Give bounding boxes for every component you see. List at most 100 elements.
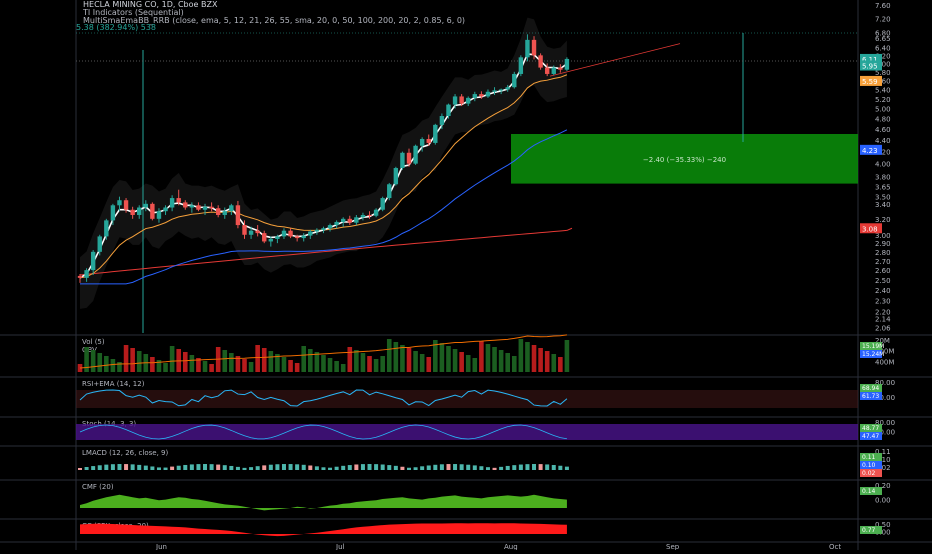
macd-hist bbox=[426, 465, 431, 470]
price-badge-label: 6.11 bbox=[862, 56, 878, 64]
price-tick-label: 3.50 bbox=[875, 194, 891, 202]
pane-badge bbox=[860, 487, 882, 495]
candle-body bbox=[564, 58, 570, 70]
volume-bar bbox=[452, 349, 458, 372]
macd-hist bbox=[281, 464, 286, 470]
volume-bar bbox=[367, 356, 372, 372]
volume-bar bbox=[288, 360, 293, 372]
macd-hist bbox=[459, 464, 464, 470]
indicator-label-sequential: TI Indicators (Sequential) bbox=[83, 8, 184, 17]
pane-tick-label: 500M bbox=[875, 348, 894, 356]
volume-bar bbox=[196, 358, 201, 372]
volume-bar bbox=[393, 342, 399, 372]
price-tick-label: 4.00 bbox=[875, 161, 891, 169]
price-badge bbox=[860, 75, 882, 86]
price-tick-label: 2.90 bbox=[875, 240, 891, 248]
price-tick-label: 3.00 bbox=[875, 232, 891, 240]
volume-bar bbox=[564, 340, 570, 372]
macd-hist bbox=[203, 464, 208, 470]
pane-tick-label: 40.00 bbox=[875, 394, 895, 402]
volume-bar bbox=[446, 346, 451, 372]
volume-bar bbox=[248, 362, 254, 372]
pane-tick-label: 0.11 bbox=[875, 448, 891, 456]
volume-bar bbox=[538, 348, 543, 372]
macd-hist bbox=[84, 467, 89, 470]
pane-title: RSI+EMA (14, 12) bbox=[82, 380, 145, 388]
candle-body bbox=[169, 198, 175, 208]
volume-bar bbox=[386, 339, 392, 372]
pane-tick-label: 80.00 bbox=[875, 379, 895, 387]
candle-body bbox=[137, 207, 142, 215]
price-badge-label: 4.23 bbox=[862, 147, 878, 155]
price-tick-label: 2.40 bbox=[875, 287, 891, 295]
pane-badge-label: 0.77 bbox=[862, 527, 876, 534]
volume-bar bbox=[505, 353, 510, 372]
macd-hist bbox=[288, 464, 293, 470]
pane-badge bbox=[860, 350, 882, 358]
price-tick-label: 2.50 bbox=[875, 277, 891, 285]
candle-body bbox=[235, 205, 241, 226]
candle-body bbox=[354, 217, 359, 223]
macd-hist bbox=[242, 467, 247, 470]
candle-body bbox=[380, 198, 385, 210]
volume-bar bbox=[544, 351, 550, 372]
pane-badge bbox=[860, 453, 882, 461]
macd-hist bbox=[393, 465, 398, 470]
volume-bar bbox=[229, 353, 234, 372]
time-tick-label: Oct bbox=[829, 543, 841, 550]
pane-badge bbox=[860, 461, 882, 469]
candle-body bbox=[472, 94, 477, 98]
candle-body bbox=[84, 270, 89, 278]
price-tick-label: 2.06 bbox=[875, 325, 891, 333]
volume-bar bbox=[182, 352, 188, 372]
candle-body bbox=[123, 200, 129, 210]
pane-subtitle: OBV bbox=[82, 346, 97, 354]
macd-hist bbox=[110, 464, 115, 470]
macd-hist bbox=[545, 464, 550, 470]
candle-body bbox=[229, 205, 234, 212]
macd-hist bbox=[492, 467, 497, 470]
pane-tick-label: 0.00 bbox=[875, 497, 891, 505]
price-tick-label: 7.60 bbox=[875, 2, 891, 10]
macd-hist bbox=[485, 467, 490, 470]
macd-hist bbox=[130, 464, 135, 470]
candle-body bbox=[439, 116, 445, 125]
macd-hist bbox=[472, 465, 477, 470]
volume-bar bbox=[479, 341, 484, 372]
candle-body bbox=[341, 218, 346, 222]
candle-body bbox=[393, 168, 399, 185]
price-badge-label: 5.95 bbox=[862, 63, 878, 71]
volume-bar bbox=[314, 352, 320, 372]
candle-body bbox=[505, 87, 510, 90]
price-tick-label: 5.40 bbox=[875, 86, 891, 94]
price-tick-label: 4.80 bbox=[875, 116, 891, 124]
candle-body bbox=[242, 225, 247, 235]
measure-box bbox=[511, 133, 858, 184]
macd-hist bbox=[189, 464, 194, 470]
volume-bar bbox=[492, 347, 497, 372]
time-tick-label: Jun bbox=[155, 543, 167, 550]
volume-bar bbox=[189, 355, 195, 372]
pane-badge bbox=[860, 432, 882, 440]
indicator-label-multisma: MultiSmaEmaBB_RRB (close, ema, 5, 12, 21… bbox=[83, 16, 466, 25]
macd-hist bbox=[91, 466, 96, 470]
volume-bar bbox=[439, 343, 445, 372]
volume-bar bbox=[222, 350, 228, 372]
price-badge bbox=[860, 144, 882, 155]
pane-title: CMF (20) bbox=[82, 483, 114, 491]
macd-hist bbox=[196, 464, 201, 470]
pane-tick-label: 0.50 bbox=[875, 521, 891, 529]
bollinger-cloud bbox=[80, 17, 567, 309]
candle-body bbox=[209, 206, 214, 209]
price-tick-label: 6.00 bbox=[875, 60, 891, 68]
macd-hist bbox=[518, 464, 523, 470]
macd-hist bbox=[328, 467, 333, 470]
sma50-line bbox=[80, 129, 568, 285]
candle-body bbox=[413, 145, 418, 164]
volume-bar bbox=[472, 358, 478, 372]
macd-hist bbox=[117, 464, 122, 470]
candle-body bbox=[150, 203, 155, 219]
